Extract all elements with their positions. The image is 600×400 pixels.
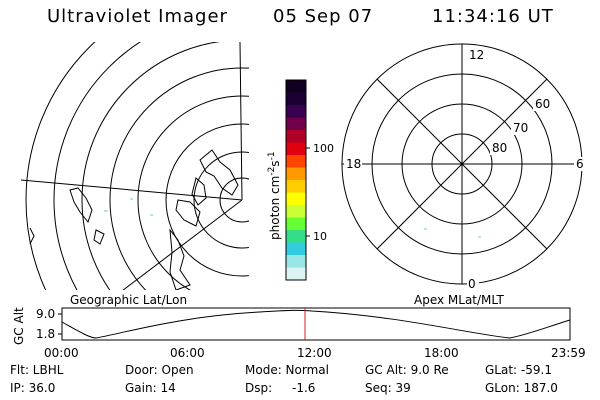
dsp-value: -1.6 — [292, 381, 316, 395]
colorbar-band — [286, 205, 306, 218]
coastline — [93, 229, 105, 245]
coastline — [69, 187, 93, 224]
geo-lat-circle — [81, 42, 221, 290]
colorbar-band — [286, 117, 306, 131]
mlt-label-6: 6 — [576, 157, 584, 171]
gc-alt-info: GC Alt: 9.0 Re — [365, 363, 449, 377]
geographic-caption: Geographic Lat/Lon — [70, 293, 187, 307]
coastline — [199, 149, 239, 196]
glon-info: GLon: 187.0 — [485, 381, 558, 395]
altitude-xtick: 06:00 — [170, 346, 205, 360]
geo-lat-circle — [53, 42, 142, 290]
colorbar-band — [286, 80, 306, 93]
colorbar-tick-10: 10 — [313, 230, 327, 243]
instrument-title: Ultraviolet Imager — [47, 6, 228, 27]
apex-polar-plot — [341, 43, 583, 285]
geo-meridian — [239, 42, 243, 201]
geo-lat-circle — [193, 151, 249, 249]
colorbar-band — [286, 267, 306, 281]
colorbar-band — [286, 167, 306, 181]
door-info: Door: Open — [125, 363, 194, 377]
altitude-ytick-top: 9.0 — [36, 307, 55, 321]
colorbar-band — [286, 242, 306, 256]
geo-lat-circle — [165, 123, 249, 277]
filter-info: Flt: LBHL — [10, 363, 64, 377]
seq-info: Seq: 39 — [365, 381, 411, 395]
colorbar-band — [286, 92, 306, 106]
altitude-xtick: 12:00 — [297, 346, 332, 360]
altitude-plot-frame — [61, 307, 571, 341]
mlt-label-0: 0 — [468, 277, 476, 291]
mlat-label-70: 70 — [513, 121, 528, 135]
colorbar-band — [286, 155, 306, 168]
mlt-label-18: 18 — [346, 157, 361, 171]
colorbar-band — [286, 130, 306, 143]
colorbar-band — [286, 192, 306, 206]
altitude-ytick-bottom: 1.8 — [36, 327, 55, 341]
colorbar — [286, 80, 306, 281]
gain-info: Gain: 14 — [125, 381, 176, 395]
altitude-xtick: 18:00 — [424, 346, 459, 360]
coastline — [191, 177, 207, 206]
coastline — [29, 227, 35, 245]
altitude-plot: 9.0 1.8 GC Alt 00:00 06:00 12:00 18:00 2… — [12, 307, 586, 360]
mode-info: Mode: Normal — [245, 363, 329, 377]
altitude-xtick: 23:59 — [551, 346, 586, 360]
geo-lat-circle — [137, 95, 249, 290]
altitude-curve — [61, 309, 571, 339]
geo-meridian — [21, 179, 243, 201]
coastline — [175, 199, 201, 227]
geo-lat-circle — [109, 67, 249, 290]
dsp-label: Dsp: — [245, 381, 273, 395]
geo-lat-circle — [25, 42, 96, 290]
mlat-label-80: 80 — [492, 141, 507, 155]
mlt-label-12: 12 — [469, 48, 484, 62]
geo-meridian — [122, 199, 243, 290]
coastline — [169, 228, 191, 290]
colorbar-unit-label: photon cm-2s-1 — [267, 151, 282, 240]
altitude-xtick: 00:00 — [44, 346, 79, 360]
mlat-label-60: 60 — [535, 97, 550, 111]
colorbar-band — [286, 180, 306, 193]
date-label: 05 Sep 07 — [273, 6, 374, 27]
time-label: 11:34:16 UT — [432, 6, 554, 27]
glat-info: GLat: -59.1 — [485, 363, 552, 377]
polar-diagonal — [376, 78, 548, 250]
geographic-map — [21, 42, 249, 290]
colorbar-band — [286, 230, 306, 243]
colorbar-tick-100: 100 — [313, 142, 334, 155]
colorbar-frame — [285, 79, 307, 281]
altitude-ylabel: GC Alt — [12, 307, 26, 345]
colorbar-band — [286, 105, 306, 118]
colorbar-band — [286, 255, 306, 268]
ip-info: IP: 36.0 — [10, 381, 56, 395]
apex-caption: Apex MLat/MLT — [414, 293, 504, 307]
colorbar-band — [286, 217, 306, 231]
colorbar-band — [286, 142, 306, 156]
